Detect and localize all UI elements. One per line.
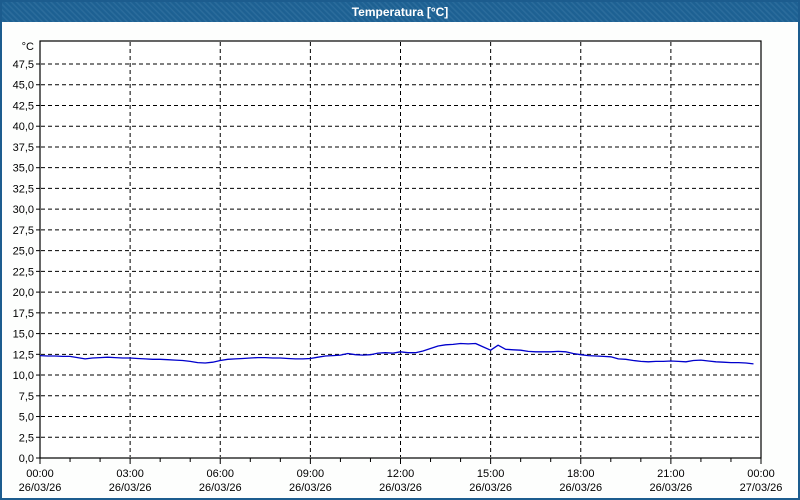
x-tick-date-label: 26/03/26: [559, 482, 602, 494]
y-tick-label: 37,5: [13, 142, 34, 154]
temperature-chart: 0,0 2,5 5,0 7,5 10,0 12,5 15,0 17,5 20,0 22,5 25,0…: [13, 40, 783, 494]
y-tick-label: 27,5: [13, 225, 34, 237]
x-tick-date-label: 26/03/26: [19, 482, 62, 494]
y-tick-label: 12,5: [13, 349, 34, 361]
y-axis-unit-label: °C: [22, 41, 34, 53]
y-tick-label: 30,0: [13, 204, 34, 216]
y-tick-label: 10,0: [13, 370, 34, 382]
x-tick-time-label: 21:00: [657, 468, 685, 480]
y-tick-label: 42,5: [13, 100, 34, 112]
x-tick-time-label: 18:00: [567, 468, 595, 480]
temperature-line: [39, 342, 754, 365]
y-tick-label: 35,0: [13, 163, 34, 175]
y-tick-label: 5,0: [19, 412, 34, 424]
x-tick-time-label: 00:00: [26, 468, 54, 480]
x-tick-time-label: 06:00: [206, 468, 234, 480]
y-tick-label: 32,5: [13, 183, 34, 195]
x-tick-date-label: 27/03/26: [740, 482, 783, 494]
x-tick-time-label: 12:00: [387, 468, 415, 480]
x-tick-time-label: 03:00: [116, 468, 144, 480]
y-tick-label: 2,5: [19, 432, 34, 444]
x-tick-date-label: 26/03/26: [649, 482, 692, 494]
y-tick-label: 7,5: [19, 391, 34, 403]
x-tick-time-label: 15:00: [477, 468, 505, 480]
x-tick-date-label: 26/03/26: [199, 482, 242, 494]
x-tick-date-label: 26/03/26: [469, 482, 512, 494]
y-tick-label: 0,0: [19, 453, 34, 465]
x-tick-time-label: 00:00: [747, 468, 775, 480]
y-tick-label: 22,5: [13, 266, 34, 278]
chart-area: 0,0 2,5 5,0 7,5 10,0 12,5 15,0 17,5 20,0 22,5 25,0…: [2, 22, 798, 498]
y-tick-label: 17,5: [13, 308, 34, 320]
x-tick-date-label: 26/03/26: [289, 482, 332, 494]
x-tick-date-label: 26/03/26: [109, 482, 152, 494]
y-tick-label: 45,0: [13, 80, 34, 92]
y-tick-label: 47,5: [13, 59, 34, 71]
window-title: Temperatura [°C]: [351, 5, 449, 19]
y-tick-label: 25,0: [13, 246, 34, 258]
x-tick-date-label: 26/03/26: [379, 482, 422, 494]
title-bar[interactable]: Temperatura [°C]: [2, 2, 798, 22]
y-tick-label: 20,0: [13, 287, 34, 299]
x-tick-time-label: 09:00: [297, 468, 325, 480]
y-tick-label: 40,0: [13, 121, 34, 133]
y-tick-label: 15,0: [13, 329, 34, 341]
